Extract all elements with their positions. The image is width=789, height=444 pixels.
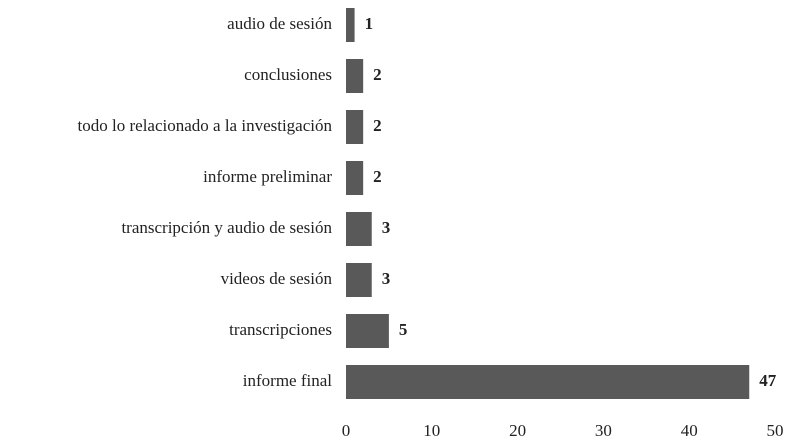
y-tick-label: audio de sesión bbox=[227, 14, 332, 33]
bar bbox=[346, 8, 355, 42]
y-tick-label: conclusiones bbox=[244, 65, 332, 84]
y-tick-label: videos de sesión bbox=[221, 269, 333, 288]
x-tick-label: 50 bbox=[767, 421, 784, 440]
value-label: 3 bbox=[382, 269, 391, 288]
x-tick-label: 20 bbox=[509, 421, 526, 440]
bar bbox=[346, 110, 364, 144]
value-label: 47 bbox=[759, 371, 777, 390]
value-label: 2 bbox=[373, 116, 382, 135]
y-tick-label: informe final bbox=[243, 371, 332, 390]
y-tick-label: todo lo relacionado a la investigación bbox=[78, 116, 333, 135]
value-label: 1 bbox=[365, 14, 374, 33]
x-tick-label: 30 bbox=[595, 421, 612, 440]
bar bbox=[346, 263, 372, 297]
y-tick-label: informe preliminar bbox=[203, 167, 332, 186]
bar bbox=[346, 59, 364, 93]
y-tick-label: transcripción y audio de sesión bbox=[121, 218, 332, 237]
value-label: 2 bbox=[373, 65, 382, 84]
bar bbox=[346, 212, 372, 246]
y-tick-label: transcripciones bbox=[229, 320, 332, 339]
x-tick-label: 0 bbox=[342, 421, 351, 440]
value-label: 5 bbox=[399, 320, 408, 339]
bar bbox=[346, 161, 364, 195]
x-tick-label: 10 bbox=[423, 421, 440, 440]
bar bbox=[346, 314, 389, 348]
bar bbox=[346, 365, 750, 399]
value-label: 2 bbox=[373, 167, 382, 186]
x-tick-label: 40 bbox=[681, 421, 698, 440]
value-label: 3 bbox=[382, 218, 391, 237]
